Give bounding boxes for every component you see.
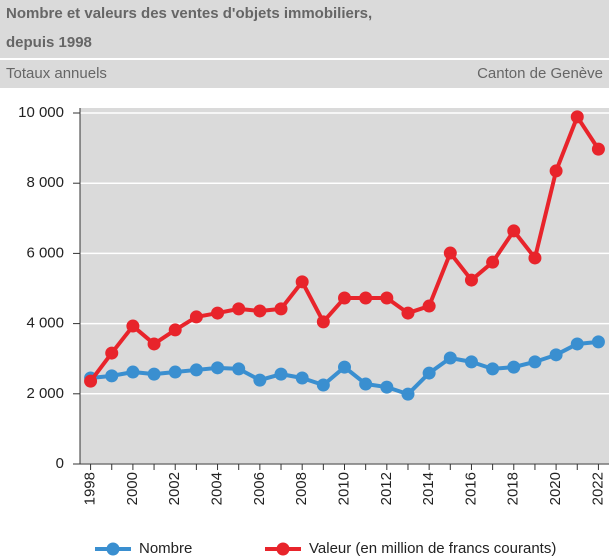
data-point [316, 315, 330, 329]
data-point [528, 251, 542, 265]
data-point [591, 142, 605, 156]
annotation: Canton de Genève [477, 65, 603, 82]
x-tick-label: 2022 [589, 472, 606, 505]
x-tick-label: 2014 [420, 472, 437, 505]
legend-label: Nombre [139, 540, 192, 557]
data-point [274, 302, 288, 316]
data-point [147, 337, 161, 351]
data-point [338, 291, 351, 305]
x-tick-label: 2010 [335, 472, 352, 505]
y-tick-label: 10 000 [18, 104, 64, 121]
chart-title: depuis 1998 [6, 34, 92, 51]
data-point [486, 362, 500, 376]
x-tick-label: 2000 [124, 472, 141, 505]
data-point [422, 366, 436, 380]
data-point [211, 306, 225, 320]
x-tick-label: 2020 [547, 472, 564, 505]
data-point [232, 362, 246, 376]
data-point [443, 351, 457, 365]
data-point [570, 110, 584, 124]
y-tick-label: 6 000 [26, 244, 64, 261]
data-point [401, 387, 415, 401]
data-point [189, 310, 203, 324]
data-point [253, 304, 267, 318]
legend-marker [106, 542, 120, 556]
data-point [591, 335, 605, 349]
data-point [359, 291, 373, 305]
data-point [84, 374, 98, 388]
data-point [105, 346, 119, 360]
x-tick-label: 1998 [82, 472, 99, 505]
data-point [486, 255, 500, 269]
data-point [507, 360, 521, 374]
data-point [105, 369, 119, 383]
data-point [232, 302, 246, 316]
data-point [380, 380, 394, 394]
y-tick-label: 8 000 [26, 174, 64, 191]
data-point [464, 273, 478, 287]
data-point [253, 373, 267, 387]
chart-subtitle: Totaux annuels [6, 65, 107, 82]
chart-title: Nombre et valeurs des ventes d'objets im… [6, 5, 372, 22]
data-point [570, 337, 584, 351]
data-point [126, 365, 140, 379]
data-point [549, 164, 563, 178]
x-tick-label: 2016 [462, 472, 479, 505]
legend-label: Valeur (en million de francs courants) [309, 540, 556, 557]
x-tick-label: 2018 [505, 472, 522, 505]
y-tick-label: 0 [56, 455, 64, 472]
data-point [211, 361, 225, 375]
x-tick-label: 2004 [209, 472, 226, 505]
data-point [168, 365, 182, 379]
x-tick-label: 2002 [166, 472, 183, 505]
data-point [549, 348, 563, 362]
x-tick-label: 2008 [293, 472, 310, 505]
data-point [295, 371, 309, 385]
data-point [359, 377, 373, 391]
x-tick-label: 2012 [378, 472, 395, 505]
data-point [168, 323, 182, 337]
data-point [380, 291, 394, 305]
data-point [443, 246, 457, 260]
data-point [147, 367, 161, 381]
plot-background [80, 108, 609, 464]
data-point [338, 360, 351, 374]
data-point [401, 306, 415, 320]
data-point [422, 299, 436, 313]
data-point [528, 355, 542, 369]
data-point [126, 319, 140, 333]
data-point [274, 367, 288, 381]
y-tick-label: 4 000 [26, 315, 64, 332]
y-tick-label: 2 000 [26, 385, 64, 402]
legend-marker [276, 542, 290, 556]
data-point [316, 378, 330, 392]
data-point [189, 363, 203, 377]
header-background [0, 0, 609, 88]
data-point [295, 275, 309, 289]
data-point [464, 355, 478, 369]
x-tick-label: 2006 [251, 472, 268, 505]
data-point [507, 224, 521, 238]
